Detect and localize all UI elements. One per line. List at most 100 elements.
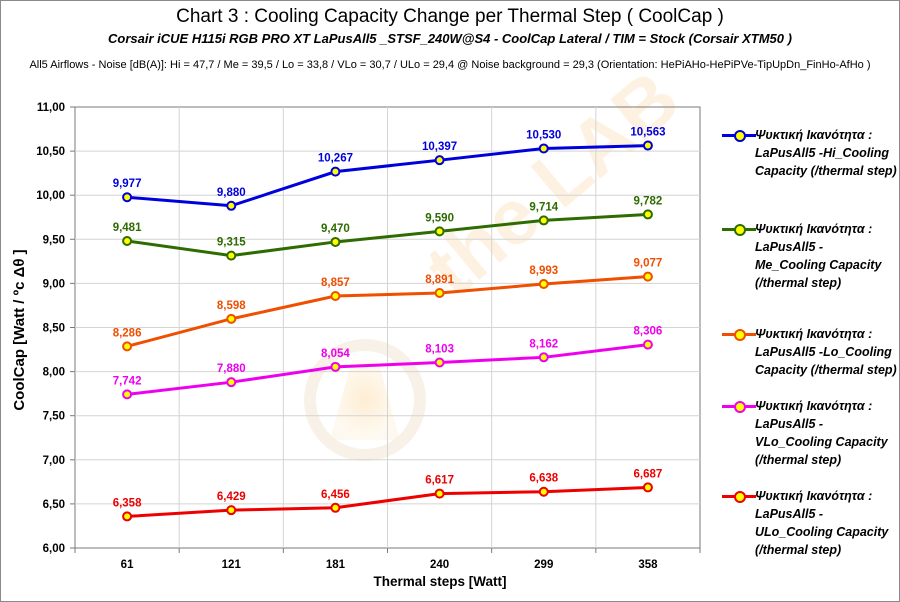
data-point	[330, 236, 341, 247]
y-tick-label: 10,50	[36, 146, 65, 158]
y-tick-label: 11,00	[37, 102, 65, 114]
data-point	[122, 389, 133, 400]
data-point	[122, 235, 133, 246]
data-point	[434, 155, 445, 166]
data-label: 8,993	[529, 265, 558, 277]
data-point	[642, 339, 653, 350]
data-label: 8,598	[217, 300, 246, 312]
data-point	[642, 482, 653, 493]
data-label: 10,267	[318, 153, 353, 165]
y-axis-label: CoolCap [Watt / ºc Δθ ]	[11, 249, 28, 410]
legend-marker	[734, 491, 746, 503]
data-label: 8,286	[113, 327, 142, 339]
data-label: 7,880	[217, 363, 246, 375]
series-line	[126, 144, 648, 208]
series-line	[126, 343, 649, 396]
legend-item: Ψυκτική Ικανότητα : LaPusAll5 -Hi_Coolin…	[722, 126, 897, 180]
data-label: 8,054	[321, 348, 350, 360]
data-label: 6,638	[529, 473, 558, 485]
legend-item: Ψυκτική Ικανότητα : LaPusAll5 - Me_Cooli…	[722, 220, 897, 292]
data-label: 6,687	[634, 468, 663, 480]
data-label: 9,077	[634, 258, 663, 270]
watermark-logo: the LAB	[304, 53, 695, 461]
y-tick-label: 9,50	[43, 234, 65, 246]
data-label: 8,857	[321, 277, 350, 289]
y-tick-label: 8,00	[43, 367, 65, 379]
legend-marker	[734, 401, 746, 413]
data-label: 8,891	[425, 274, 454, 286]
x-axis-label: Thermal steps [Watt]	[373, 574, 506, 589]
x-tick-label: 358	[638, 559, 658, 571]
data-label: 9,714	[529, 201, 558, 213]
data-point	[226, 250, 237, 261]
series-4: 7,742 7,880 8,054 8,103 8,162 8,306	[113, 326, 662, 400]
chart-title: Chart 3 : Cooling Capacity Change per Th…	[176, 6, 724, 27]
data-label: 9,782	[634, 195, 663, 207]
data-point	[538, 279, 549, 290]
legend-marker	[734, 224, 746, 236]
series-3: 8,286 8,598 8,857 8,891 8,993 9,077	[113, 258, 663, 352]
data-label: 6,358	[113, 497, 142, 509]
y-tick-label: 7,00	[43, 455, 65, 467]
series-line	[126, 485, 648, 518]
series-1: 9,977 9,880 10,267 10,397 10,530 10,563	[113, 127, 666, 211]
data-label: 8,103	[425, 344, 454, 356]
data-label: 9,481	[113, 222, 142, 234]
data-label: 6,617	[425, 475, 454, 487]
data-label: 8,162	[529, 338, 558, 350]
data-point	[330, 502, 341, 513]
series-line	[126, 275, 649, 348]
legend-item: Ψυκτική Ικανότητα : LaPusAll5 -Lo_Coolin…	[722, 325, 897, 379]
series-5: 6,358 6,429 6,456 6,617 6,638 6,687	[113, 468, 663, 522]
y-tick-label: 8,50	[43, 323, 65, 335]
data-label: 9,590	[425, 212, 454, 224]
data-point	[122, 511, 133, 522]
legend-marker	[734, 130, 746, 142]
data-point	[434, 288, 445, 299]
data-point	[122, 192, 133, 203]
data-point	[642, 209, 653, 220]
legend-label: Ψυκτική Ικανότητα : LaPusAll5 - ULo_Cool…	[755, 489, 889, 557]
data-label: 7,742	[113, 375, 142, 387]
data-label: 9,977	[113, 178, 142, 190]
data-point	[226, 377, 237, 388]
legend-label: Ψυκτική Ικανότητα : LaPusAll5 - VLo_Cool…	[755, 399, 888, 467]
y-tick-label: 9,00	[43, 278, 65, 290]
x-tick-label: 61	[121, 559, 134, 571]
data-point	[434, 488, 445, 499]
x-tick-label: 181	[326, 559, 346, 571]
data-label: 10,530	[526, 129, 561, 141]
legend-label: Ψυκτική Ικανότητα : LaPusAll5 - Me_Cooli…	[755, 222, 882, 290]
series-2: 9,481 9,315 9,470 9,590 9,714 9,782	[113, 195, 663, 261]
data-label: 6,456	[321, 489, 350, 501]
legend-label: Ψυκτική Ικανότητα : LaPusAll5 -Hi_Coolin…	[755, 128, 897, 178]
y-tick-label: 6,00	[43, 543, 65, 555]
legend-label: Ψυκτική Ικανότητα : LaPusAll5 -Lo_Coolin…	[755, 327, 897, 377]
data-point	[122, 341, 133, 352]
x-tick-label: 240	[430, 559, 449, 571]
data-label: 6,429	[217, 491, 246, 503]
series-line	[126, 212, 649, 258]
data-label: 10,397	[422, 141, 457, 153]
data-point	[226, 505, 237, 516]
legend-marker	[734, 329, 746, 341]
legend-item: Ψυκτική Ικανότητα : LaPusAll5 - ULo_Cool…	[722, 487, 897, 559]
data-point	[226, 200, 237, 211]
data-point	[538, 352, 549, 363]
data-point	[330, 361, 341, 372]
x-tick-label: 121	[222, 559, 242, 571]
data-point	[226, 313, 237, 324]
data-label: 9,470	[321, 223, 350, 235]
data-label: 10,563	[630, 127, 665, 139]
legend-item: Ψυκτική Ικανότητα : LaPusAll5 - VLo_Cool…	[722, 397, 897, 469]
data-point	[434, 357, 445, 368]
chart-note: All5 Airflows - Noise [dB(A)]: Hi = 47,7…	[29, 59, 871, 71]
data-point	[642, 140, 653, 151]
data-point	[538, 215, 549, 226]
data-label: 9,315	[217, 237, 246, 249]
y-tick-label: 10,00	[36, 190, 65, 202]
x-tick-label: 299	[534, 559, 553, 571]
data-point	[434, 226, 445, 237]
